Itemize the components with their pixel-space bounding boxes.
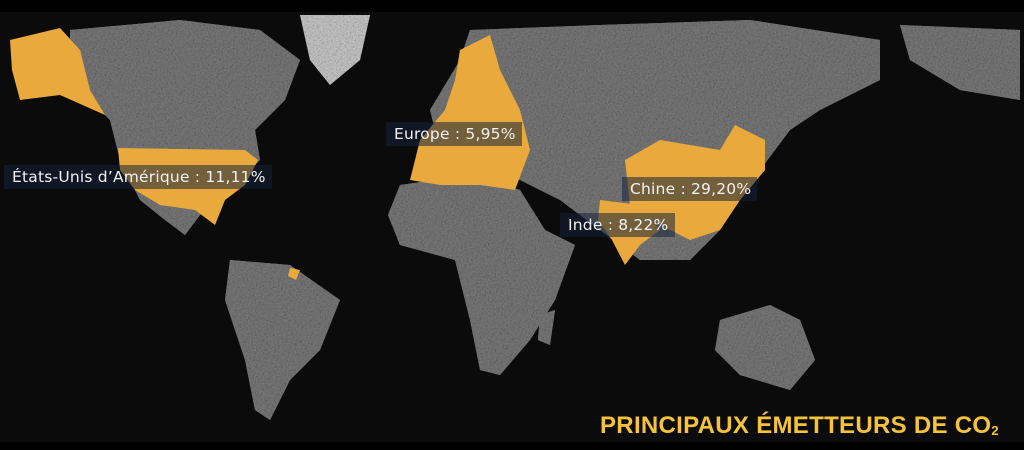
madagascar [538, 310, 555, 345]
eurasia [430, 20, 880, 260]
south-america [225, 260, 340, 420]
title-subscript: 2 [991, 423, 999, 438]
title-text: PRINCIPAUX ÉMETTEURS DE CO [600, 412, 992, 439]
australia [715, 305, 815, 390]
label-india: Inde : 8,22% [560, 213, 675, 237]
east-siberia [900, 25, 1020, 100]
europe-highlight [410, 35, 530, 190]
map-title: PRINCIPAUX ÉMETTEURS DE CO2 [600, 412, 999, 440]
label-europe: Europe : 5,95% [386, 122, 522, 146]
north-america [70, 20, 300, 235]
label-china: Chine : 29,20% [622, 177, 758, 201]
alaska-highlight [10, 28, 105, 115]
guiana-highlight [288, 268, 300, 280]
africa [388, 175, 575, 375]
continents [70, 15, 1020, 420]
greenland [300, 15, 370, 85]
label-usa: États-Unis d’Amérique : 11,11% [4, 165, 272, 189]
